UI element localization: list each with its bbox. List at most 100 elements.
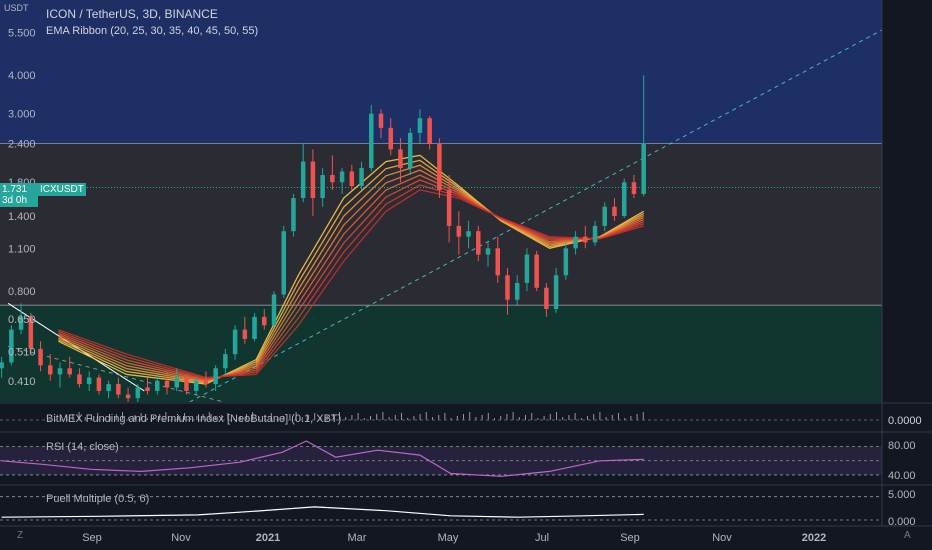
price-axis[interactable]: 5.5004.0003.0002.4001.8001.4001.1000.800… — [8, 27, 36, 387]
candle — [106, 380, 111, 399]
candle-body — [563, 248, 569, 276]
candle — [573, 231, 578, 255]
candle-body — [544, 287, 549, 309]
candle — [28, 312, 34, 355]
candle-body — [271, 294, 277, 326]
candle-body — [553, 275, 559, 309]
funding-bar — [134, 415, 136, 420]
price-tick-label: 4.000 — [8, 70, 36, 82]
candle — [456, 211, 462, 255]
candle-body — [612, 206, 617, 216]
candle — [86, 371, 92, 391]
auto-scale-icon[interactable]: A — [904, 530, 911, 541]
candle-body — [407, 132, 413, 169]
ema-title: EMA Ribbon (20, 25, 30, 35, 40, 45, 50, … — [46, 25, 259, 37]
candle-body — [242, 329, 248, 339]
funding-bar — [388, 417, 390, 420]
time-tick-label: Sep — [620, 532, 640, 544]
funding-bar — [376, 414, 378, 420]
symbol-legend[interactable]: ICON / TetherUS, 3D, BINANCE — [46, 7, 218, 21]
candle — [592, 220, 598, 246]
candle-body — [281, 231, 286, 295]
funding-bar — [177, 415, 179, 420]
time-axis[interactable]: Sep Nov 2021 Mar May Jul Sep Nov 2022 — [82, 532, 826, 544]
candle — [437, 138, 442, 199]
candle — [310, 149, 316, 216]
funding-bar — [481, 415, 483, 420]
candle-body — [125, 394, 131, 399]
funding-bar — [549, 414, 551, 420]
candle-body — [524, 254, 530, 283]
funding-bar — [394, 415, 396, 420]
trend-line[interactable] — [7, 345, 224, 402]
price-zones — [0, 0, 882, 402]
rsi-legend[interactable]: RSI (14, close) — [46, 441, 119, 453]
time-tick-label: Nov — [171, 532, 191, 544]
candle-body — [330, 174, 335, 183]
candle — [116, 377, 121, 399]
bar-countdown: 3d 0h — [2, 195, 28, 206]
funding-bar — [184, 413, 185, 420]
ema-legend[interactable]: EMA Ribbon (20, 25, 30, 35, 40, 45, 50, … — [46, 25, 258, 37]
candle — [349, 164, 355, 190]
candle-body — [9, 329, 14, 363]
funding-bar — [419, 414, 421, 420]
candle — [388, 118, 393, 156]
rsi-pane[interactable] — [0, 440, 882, 477]
funding-legend[interactable]: BitMEX Funding and Premium Index [NeoBut… — [46, 413, 341, 425]
candle — [232, 325, 238, 360]
zoom-z-icon[interactable]: Z — [17, 530, 23, 541]
candle-body — [592, 225, 598, 243]
funding-bar — [258, 417, 260, 420]
auto-scale-label: A — [904, 530, 911, 541]
candle-body — [291, 198, 296, 232]
time-tick-label: Mar — [348, 532, 367, 544]
candle-body — [135, 387, 141, 399]
candle — [407, 127, 413, 175]
funding-bar — [159, 414, 161, 420]
last-price-badge: 1.731 3d 0h — [0, 183, 38, 207]
candle — [135, 384, 141, 402]
puell-pane[interactable] — [0, 496, 882, 521]
candle-body — [203, 380, 209, 385]
funding-bar — [227, 413, 229, 420]
ticker-badge[interactable]: ICXUSDT — [38, 183, 86, 196]
funding-bar — [190, 418, 192, 420]
candle — [641, 75, 646, 197]
funding-bar — [308, 415, 309, 420]
candle-body — [631, 182, 637, 194]
candle — [125, 387, 131, 402]
funding-bar — [301, 417, 303, 420]
candle — [242, 316, 248, 344]
funding-bar — [642, 412, 644, 420]
candle — [67, 356, 72, 378]
puell-legend[interactable]: Puell Multiple (0.5, 6) — [46, 493, 149, 505]
price-unit: USDT — [4, 3, 29, 13]
price-unit-badge: USDT — [4, 3, 30, 13]
candle-body — [437, 143, 442, 190]
funding-bar — [636, 414, 638, 420]
funding-bar — [146, 418, 148, 420]
candle-body — [262, 316, 267, 326]
candle — [495, 236, 500, 283]
funding-bar — [444, 413, 446, 420]
rsi-levels — [0, 446, 882, 476]
funding-bar — [580, 418, 582, 420]
trend-line[interactable] — [189, 29, 882, 402]
funding-value: 0.0000 — [888, 415, 922, 427]
funding-bar — [208, 412, 210, 420]
funding-bar — [450, 418, 452, 420]
puell-levels — [0, 496, 882, 521]
main-price-pane[interactable] — [0, 0, 882, 402]
funding-bar — [630, 416, 632, 420]
funding-bar — [599, 412, 601, 420]
funding-pane[interactable] — [0, 412, 882, 421]
puell-tick-0: 0.000 — [888, 516, 916, 528]
candle-body — [398, 149, 403, 169]
candle-body — [466, 231, 471, 237]
time-tick-label: 2021 — [256, 532, 280, 544]
funding-title: BitMEX Funding and Premium Index [NeoBut… — [46, 413, 342, 425]
candle — [57, 362, 63, 388]
candle-body — [48, 365, 53, 375]
